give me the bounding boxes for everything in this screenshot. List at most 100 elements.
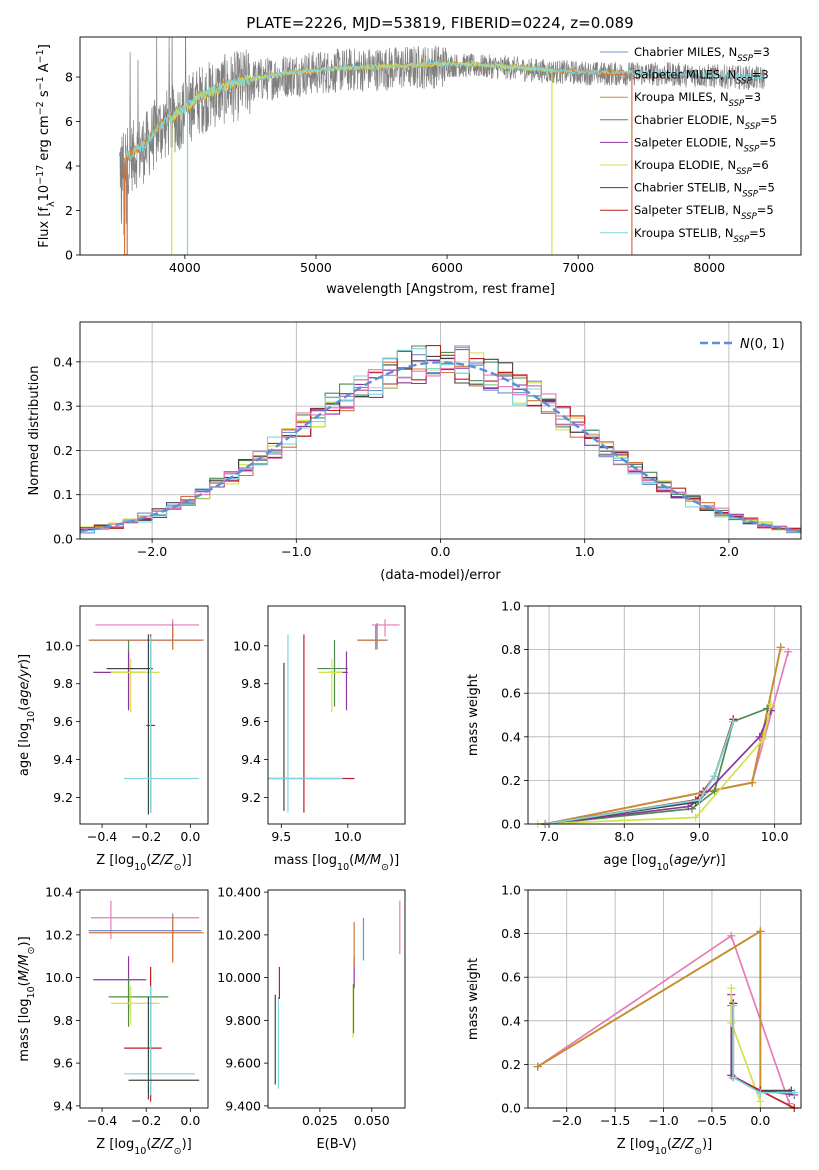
y-tick-label: 2 [65,203,73,218]
x-tick-label: −0.5 [697,1113,727,1128]
x-tick-label: 1.0 [575,544,595,559]
spectrum-model-line [171,60,552,122]
axes-frame [79,605,209,825]
y-tick-label: 10.000 [217,970,261,985]
y-tick-label: 0.0 [501,1101,521,1116]
y-tick-label: 1.0 [501,599,521,614]
axes-frame [267,889,406,1109]
y-axis-label: Flux [fλ10−17 erg cm−2 s−1 A−1] [35,44,57,248]
y-tick-label: 1.0 [501,883,521,898]
y-axis-label: mass weight [466,958,481,1040]
y-axis-label: mass [log10(M/M⊙)] [17,936,37,1061]
y-tick-label: 9.2 [53,790,73,805]
weight-point-marker [790,1088,799,1097]
weight-point-marker [756,1097,765,1106]
y-tick-label: 9.6 [241,714,261,729]
spectrum-model-line [124,60,765,163]
x-tick-label: −0.2 [131,829,161,844]
y-tick-label: 10.200 [217,927,261,942]
y-tick-label: 10.400 [217,885,261,900]
y-tick-label: 0.6 [501,686,521,701]
y-tick-label: 0.6 [501,970,521,985]
x-tick-label: 0.0 [750,1113,770,1128]
x-tick-label: 10.0 [334,829,362,844]
x-tick-label: 4000 [169,260,201,275]
weight-series-line [730,994,795,1096]
axes-weight_vs_Z: −2.0 −1.5 −1.0 −0.5 0.0 0.0 0.2 0.4 0.6 0.8 1.0 Z [… [466,883,802,1157]
x-tick-label: 9.5 [271,829,291,844]
spectrum-data-line [118,37,765,236]
y-tick-label: 0.0 [501,817,521,832]
weight-point-marker [756,1088,765,1097]
x-axis-label: wavelength [Angstrom, rest frame] [326,282,555,297]
legend-label: Chabrier MILES, NSSP=3 [634,45,770,64]
x-tick-label: 0.0 [431,544,451,559]
x-tick-label: 8.0 [614,829,634,844]
x-axis-label: age [log10(age/yr)] [603,853,725,873]
weight-point-marker [727,931,736,940]
axes-frame [527,889,802,1109]
y-axis-label: Normed distribution [27,366,42,496]
y-tick-label: 0.8 [501,642,521,657]
y-tick-label: 10.2 [45,927,73,942]
weight-point-marker [784,647,793,656]
y-tick-label: 0.2 [501,773,521,788]
y-tick-label: 0.2 [53,443,73,458]
axes-frame [79,889,209,1109]
legend-label: Kroupa STELIB, NSSP=5 [634,226,766,245]
x-axis-label: E(B-V) [316,1137,356,1152]
axes-mass_vs_Z: −0.4 −0.2 0.0 9.4 9.6 9.8 10.0 10.2 10.4 Z [log10… [17,885,209,1157]
y-tick-label: 9.8 [241,676,261,691]
y-tick-label: 9.4 [53,1098,73,1113]
y-axis-label: age [log10(age/yr)] [17,654,37,776]
y-tick-label: 9.6 [53,714,73,729]
x-axis-label: Z [log10(Z/Z⊙)] [96,1137,191,1157]
x-tick-label: 0.0 [180,1113,200,1128]
weight-point-marker [727,984,736,993]
axes-residuals: −2.0 −1.0 0.0 1.0 2.0 0.0 0.1 0.2 0.3 0.4 N(0, 1) (… [27,321,802,583]
y-tick-label: 9.600 [225,1056,261,1071]
legend-label: Kroupa ELODIE, NSSP=6 [634,158,769,177]
y-tick-label: 9.400 [225,1098,261,1113]
weight-series-line [545,647,782,824]
x-tick-label: −2.0 [552,1113,582,1128]
weight-series-line [545,647,782,824]
y-tick-label: 0.1 [53,487,73,502]
weight-point-marker [748,778,757,787]
y-tick-label: 0.4 [53,354,73,369]
weight-series-line [545,719,735,824]
y-tick-label: 6 [65,114,73,129]
legend-label: Salpeter STELIB, NSSP=5 [634,203,774,222]
y-tick-label: 9.6 [53,1056,73,1071]
legend-label: Chabrier ELODIE, NSSP=5 [634,113,777,132]
weight-series-line [537,703,772,824]
y-tick-label: 0 [65,248,73,263]
x-tick-label: 0.025 [302,1113,338,1128]
weight-point-marker [691,813,700,822]
x-tick-label: 10.0 [761,829,789,844]
x-axis-label: (data-model)/error [380,568,501,583]
spectrum-legend: Chabrier MILES, NSSP=3 Salpeter MILES, NS… [600,45,777,245]
y-tick-label: 9.800 [225,1013,261,1028]
axes-frame [79,36,802,256]
y-tick-label: 9.2 [241,790,261,805]
x-tick-label: 9.0 [690,829,710,844]
y-tick-label: 0.0 [53,532,73,547]
weight-series-line [732,1003,792,1092]
x-tick-label: −1.5 [600,1113,630,1128]
y-tick-label: 0.3 [53,399,73,414]
weight-point-marker [759,734,768,743]
y-tick-label: 10.0 [233,638,261,653]
y-tick-label: 10.0 [45,638,73,653]
weight-series-line [545,651,790,824]
x-tick-label: 7000 [562,260,594,275]
x-tick-label: −2.0 [137,544,167,559]
y-tick-label: 9.8 [53,676,73,691]
x-tick-label: 7.0 [539,829,559,844]
x-tick-label: 2.0 [719,544,739,559]
weight-point-marker [695,796,704,805]
y-tick-label: 10.0 [45,970,73,985]
y-tick-label: 4 [65,159,73,174]
y-tick-label: 0.4 [501,1013,521,1028]
y-tick-label: 0.2 [501,1057,521,1072]
